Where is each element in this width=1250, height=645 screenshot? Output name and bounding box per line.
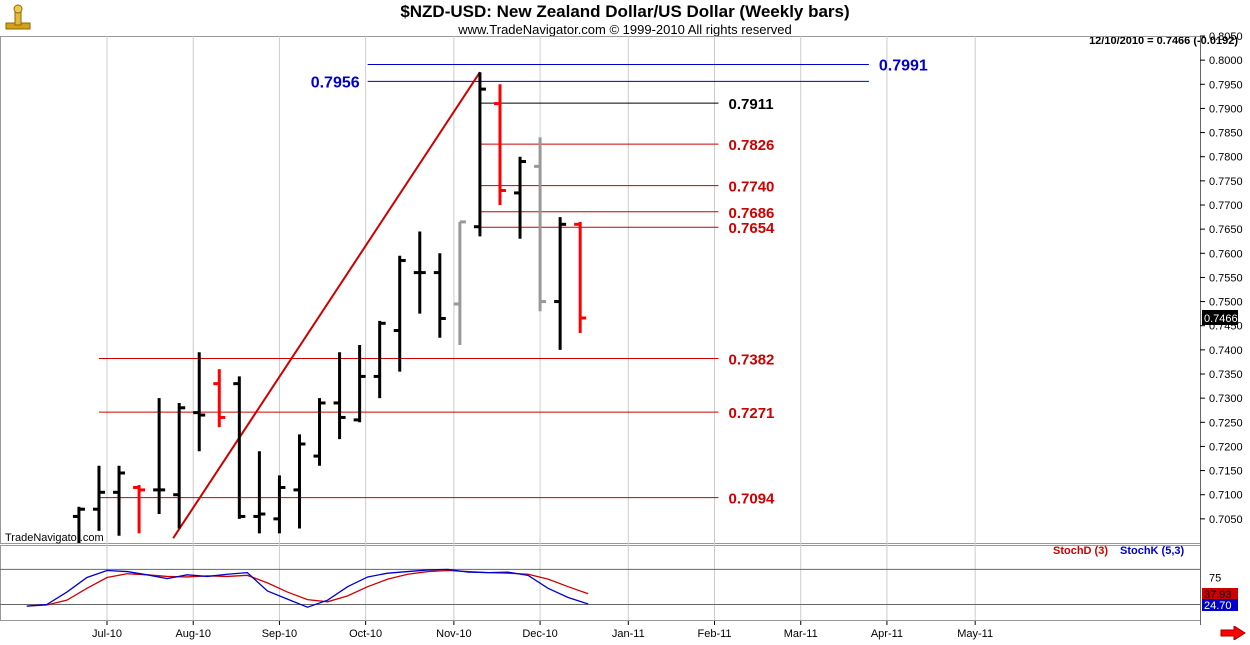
scroll-right-arrow-icon[interactable]: [1220, 625, 1246, 641]
stoch-d-value: 37.93: [1204, 589, 1232, 601]
time-axis: Jul-10 Aug-10 Sep-10 Oct-10 Nov-10 Dec-10 Jan-…: [92, 621, 993, 640]
gridlines: [106, 36, 976, 620]
price-tick-label: 0.7850: [1209, 128, 1243, 140]
blue-level-label: 0.7956: [311, 74, 360, 91]
price-tick-label: 0.8000: [1209, 55, 1243, 67]
stoch-d-legend: StochD (3): [1053, 545, 1108, 557]
fib-level-label: 0.7382: [729, 352, 775, 369]
price-tick-label: 0.7700: [1209, 200, 1243, 212]
time-tick-label: Jan-11: [612, 628, 645, 640]
last-value-badge-label: 0.7466: [1204, 313, 1238, 325]
price-tick-label: 0.7500: [1209, 297, 1243, 309]
stoch-d-badge: [1202, 588, 1238, 600]
price-tick-label: 0.7550: [1209, 272, 1243, 284]
chart-frame: [0, 36, 1201, 625]
fib-level-label: 0.7654: [729, 220, 776, 237]
price-tick-label: 0.7150: [1209, 466, 1243, 478]
stoch-k-legend: StochK (5,3): [1120, 545, 1185, 557]
stoch-k-badge: [1202, 599, 1238, 611]
price-tick-label: 0.7350: [1209, 369, 1243, 381]
price-tick-label: 0.7650: [1209, 224, 1243, 236]
time-tick-label: Dec-10: [522, 628, 557, 640]
fib-level-label: 0.7094: [729, 491, 776, 508]
trendline: [172, 71, 481, 539]
blue-level-label: 0.7991: [879, 57, 928, 74]
stoch-panel-border: [0, 545, 1201, 621]
time-tick-label: Aug-10: [175, 628, 210, 640]
time-tick-label: Sep-10: [262, 628, 297, 640]
chart-title: $NZD-USD: New Zealand Dollar/US Dollar (…: [400, 2, 850, 21]
level-lines: 0.7991 0.7956 0.7911 0.7826 0.7740 0.76860.76…: [98, 57, 928, 539]
price-tick-label: 0.7200: [1209, 441, 1243, 453]
copyright-subtitle: www.TradeNavigator.com © 1999-2010 All r…: [458, 22, 792, 37]
last-value-badge: [1202, 309, 1238, 325]
time-tick-label: Oct-10: [349, 628, 382, 640]
time-tick-label: Apr-11: [871, 628, 903, 640]
time-tick-label: Feb-11: [697, 628, 731, 640]
stoch-tick-label: 75: [1209, 573, 1221, 585]
price-tick-label: 0.8050: [1209, 31, 1243, 43]
watermark-text: TradeNavigator.com: [5, 532, 104, 544]
price-tick-label: 0.7950: [1209, 79, 1243, 91]
fib-level-label: 0.7911: [729, 96, 774, 113]
time-tick-label: Mar-11: [784, 628, 818, 640]
time-tick-label: Nov-10: [436, 628, 471, 640]
price-tick-label: 0.7600: [1209, 248, 1243, 260]
stoch-k-line: [26, 568, 589, 608]
price-tick-label: 0.7750: [1209, 176, 1243, 188]
stoch-k-value: 24.70: [1204, 600, 1232, 612]
fib-level-label: 0.7826: [729, 137, 775, 154]
price-tick-label: 0.7100: [1209, 490, 1243, 502]
stoch-d-line: [26, 569, 589, 607]
price-tick-label: 0.7250: [1209, 417, 1243, 429]
fib-level-label: 0.7686: [729, 205, 775, 222]
price-tick-label: 0.7900: [1209, 103, 1243, 115]
price-tick-label: 0.7300: [1209, 393, 1243, 405]
time-tick-label: Jul-10: [92, 628, 122, 640]
price-tick-label: 0.7800: [1209, 152, 1243, 164]
time-tick-label: May-11: [957, 628, 993, 640]
trade-navigator-logo-icon[interactable]: [3, 3, 33, 33]
price-tick-label: 0.7050: [1209, 514, 1243, 526]
price-tick-label: 0.7400: [1209, 345, 1243, 357]
fib-level-label: 0.7271: [729, 405, 775, 422]
price-axis: 0.8050 0.8000 0.7950 0.7900 0.7850 0.7800 0.77…: [1200, 31, 1243, 526]
price-bars: [72, 72, 587, 543]
fib-level-label: 0.7740: [729, 179, 775, 196]
